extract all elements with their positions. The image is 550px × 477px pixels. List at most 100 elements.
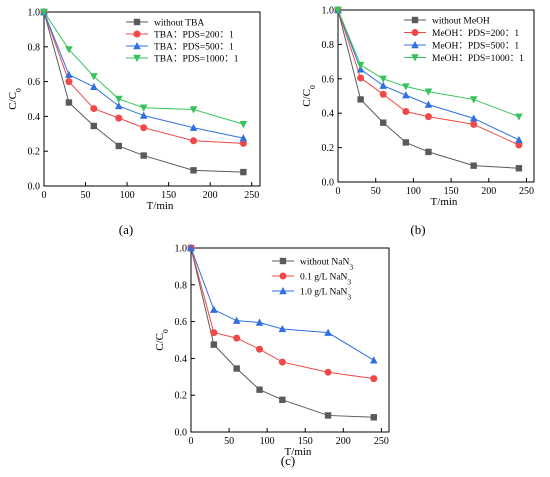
y-tick-label: 0.6: [322, 74, 335, 85]
data-point: [239, 139, 247, 147]
legend-marker: [133, 42, 141, 50]
data-point: [469, 96, 478, 104]
legend-marker: [411, 54, 419, 62]
x-tick-label: 0: [336, 186, 341, 197]
data-point: [402, 83, 410, 91]
data-point: [424, 88, 433, 96]
data-point: [239, 121, 248, 129]
data-point: [90, 73, 98, 81]
legend-label: MeOH：PDS=1000：1: [432, 54, 524, 64]
panel-label: (c): [281, 453, 295, 468]
data-point: [65, 78, 73, 86]
legend-label: MeOH：PDS=200：1: [432, 29, 519, 39]
data-point: [114, 101, 123, 110]
data-point: [424, 113, 432, 121]
data-point: [190, 137, 198, 145]
y-tick-label: 0.6: [28, 77, 41, 88]
chart-panel-c: 0 50 100 150 200 250 0.0 0.2 0.4 0.6 0.8 1.0 T/min C/…: [154, 244, 390, 468]
data-point: [402, 139, 410, 146]
y-tick-label: 0.8: [28, 42, 41, 53]
data-point: [278, 324, 287, 333]
data-point: [515, 113, 523, 121]
data-point: [324, 328, 332, 336]
data-point: [515, 165, 523, 172]
data-point: [469, 114, 478, 122]
data-point: [210, 329, 218, 337]
data-point: [334, 6, 342, 14]
data-point: [115, 114, 123, 122]
legend-marker: [411, 16, 419, 24]
y-axis-label: C/C0: [301, 85, 317, 107]
data-point: [324, 368, 332, 376]
y-tick-label: 1.0: [175, 244, 188, 255]
legend-label: 1.0 g/L NaN3: [300, 288, 351, 302]
y-tick-label: 0.4: [175, 354, 188, 365]
series-2: [334, 6, 523, 149]
series-4: [40, 8, 248, 129]
data-point: [470, 120, 478, 128]
x-tick-label: 200: [481, 186, 496, 197]
legend: without MeOH MeOH：PDS=200：1 MeOH：PDS=500：1…: [404, 16, 524, 64]
data-point: [233, 365, 240, 372]
data-point: [256, 345, 264, 353]
legend-label: without NaN3: [300, 258, 353, 272]
x-tick-label: 100: [260, 436, 275, 447]
data-point: [424, 100, 433, 108]
series-3: [334, 6, 523, 144]
data-point: [356, 61, 365, 70]
y-tick-label: 0.0: [322, 178, 335, 189]
legend-label: TBA：PDS=200：1: [154, 31, 234, 41]
legend-label: without TBA: [154, 19, 204, 29]
data-point: [90, 82, 98, 91]
x-tick-label: 50: [371, 186, 381, 197]
data-point: [115, 142, 122, 150]
y-tick-label: 0.8: [175, 280, 188, 291]
data-point: [370, 375, 378, 383]
data-point: [189, 106, 198, 114]
data-point: [140, 124, 148, 132]
x-tick-label: 200: [336, 436, 351, 447]
legend-marker: [133, 54, 141, 62]
y-tick-label: 0.2: [28, 147, 41, 158]
legend: without TBA TBA：PDS=200：1 TBA：PDS=500：1 TBA…: [126, 19, 239, 65]
x-tick-label: 150: [298, 436, 313, 447]
data-point: [369, 356, 378, 364]
y-tick-label: 0.8: [322, 40, 335, 51]
x-axis-label: T/min: [431, 196, 458, 208]
data-point: [402, 91, 410, 99]
data-point: [380, 119, 387, 126]
data-point: [40, 8, 48, 16]
data-point: [187, 244, 195, 252]
series-4: [334, 6, 523, 121]
x-tick-label: 250: [374, 436, 389, 447]
legend-label: without MeOH: [432, 17, 490, 27]
data-point: [470, 162, 477, 169]
data-point: [232, 316, 241, 324]
series-1: [334, 6, 523, 172]
legend-label: 0.1 g/L NaN3: [300, 273, 351, 287]
x-tick-label: 100: [120, 190, 135, 201]
data-point: [515, 135, 523, 144]
legend-marker: [133, 18, 141, 26]
data-point: [370, 414, 377, 421]
data-point: [65, 99, 73, 106]
y-axis-label: C/C0: [154, 329, 170, 351]
data-point: [357, 74, 365, 82]
legend-marker: [279, 272, 287, 280]
data-point: [90, 105, 98, 113]
data-point: [278, 358, 286, 366]
legend-marker: [411, 41, 419, 49]
data-point: [65, 46, 73, 54]
y-tick-label: 1.0: [28, 8, 41, 19]
x-tick-label: 0: [189, 436, 194, 447]
data-point: [139, 104, 148, 112]
data-point: [379, 75, 388, 83]
data-point: [255, 318, 264, 326]
data-point: [515, 141, 523, 149]
panel-label: (b): [410, 222, 425, 237]
data-point: [210, 305, 218, 313]
data-point: [90, 122, 98, 130]
legend-marker: [279, 287, 287, 295]
y-axis-label: C/C0: [7, 88, 23, 110]
